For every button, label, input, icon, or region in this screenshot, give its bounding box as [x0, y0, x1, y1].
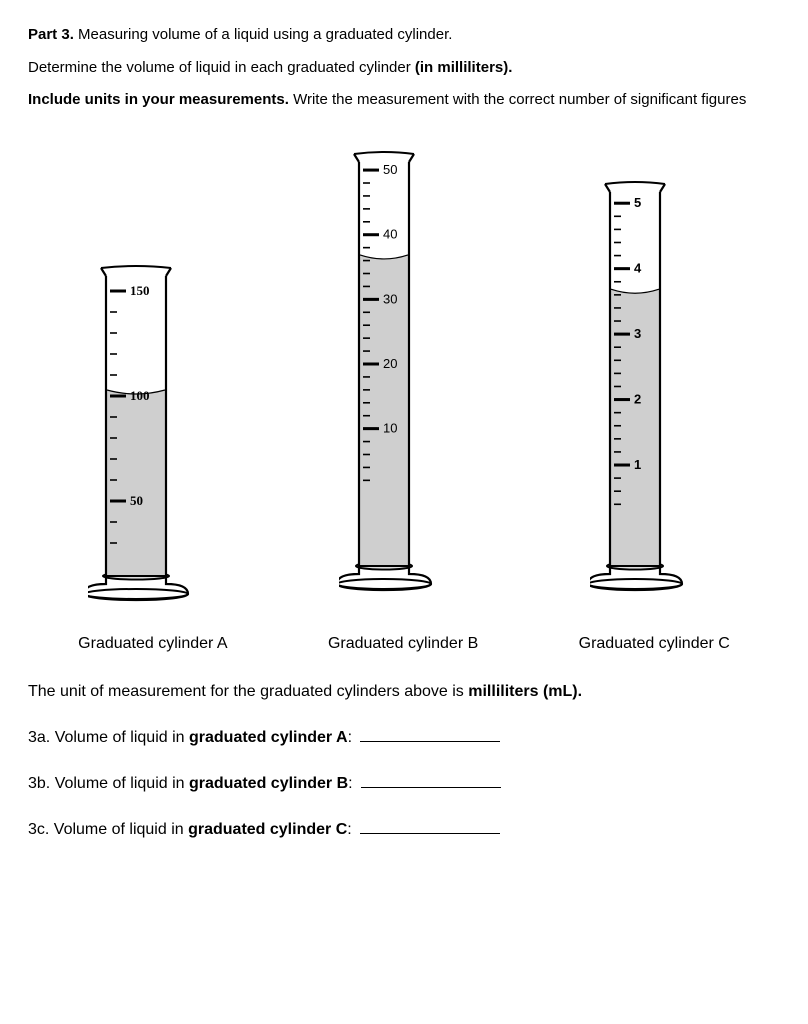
svg-text:5: 5 [634, 195, 641, 210]
svg-text:150: 150 [130, 283, 150, 298]
answer-blank-b [361, 787, 501, 788]
svg-text:50: 50 [383, 162, 397, 177]
part-heading: Part 3. Measuring volume of a liquid usi… [28, 24, 780, 47]
cylinder-c-label: Graduated cylinder C [579, 632, 730, 656]
unit-note-b: milliliters (mL). [468, 683, 582, 700]
q3c-a: 3c. Volume of liquid in [28, 821, 188, 838]
answer-blank-a [360, 741, 500, 742]
answer-blank-c [360, 833, 500, 834]
graduated-cylinder-c: 5 4 3 2 1 [590, 176, 720, 616]
graduated-cylinder-b: 50 40 30 20 10 [339, 146, 469, 616]
svg-text:10: 10 [383, 420, 397, 435]
intro-3b: Write the measurement with the correct n… [289, 91, 746, 108]
svg-text:30: 30 [383, 291, 397, 306]
q3b-a: 3b. Volume of liquid in [28, 775, 189, 792]
intro-2a: Determine the volume of liquid in each g… [28, 59, 415, 76]
svg-text:100: 100 [130, 388, 150, 403]
svg-text:2: 2 [634, 391, 641, 406]
cylinder-a-label: Graduated cylinder A [78, 632, 227, 656]
q3a-a: 3a. Volume of liquid in [28, 729, 189, 746]
q3b-b: graduated cylinder B [189, 775, 348, 792]
cylinder-b-label: Graduated cylinder B [328, 632, 478, 656]
svg-text:20: 20 [383, 356, 397, 371]
unit-note: The unit of measurement for the graduate… [28, 680, 780, 704]
graduated-cylinder-a: 150 100 50 [88, 256, 218, 616]
intro-line-3: Include units in your measurements. Writ… [28, 89, 780, 112]
svg-text:40: 40 [383, 226, 397, 241]
intro-3a: Include units in your measurements. [28, 91, 289, 108]
svg-text:1: 1 [634, 457, 641, 472]
part-label: Part 3. [28, 26, 74, 43]
q3a-c: : [348, 729, 352, 746]
question-3a: 3a. Volume of liquid in graduated cylind… [28, 726, 780, 750]
q3b-c: : [348, 775, 352, 792]
q3c-b: graduated cylinder C [188, 821, 347, 838]
cylinder-labels-row: Graduated cylinder A Graduated cylinder … [28, 632, 780, 656]
unit-note-a: The unit of measurement for the graduate… [28, 683, 468, 700]
question-3c: 3c. Volume of liquid in graduated cylind… [28, 818, 780, 842]
q3c-c: : [347, 821, 351, 838]
svg-text:50: 50 [130, 493, 143, 508]
q3a-b: graduated cylinder A [189, 729, 348, 746]
cylinders-row: 150 100 50 50 40 30 20 10 5 4 3 2 1 [28, 136, 780, 616]
svg-text:3: 3 [634, 326, 641, 341]
svg-text:4: 4 [634, 260, 642, 275]
part-title: Measuring volume of a liquid using a gra… [74, 26, 453, 43]
intro-line-2: Determine the volume of liquid in each g… [28, 57, 780, 80]
question-3b: 3b. Volume of liquid in graduated cylind… [28, 772, 780, 796]
intro-2b: (in milliliters). [415, 59, 513, 76]
